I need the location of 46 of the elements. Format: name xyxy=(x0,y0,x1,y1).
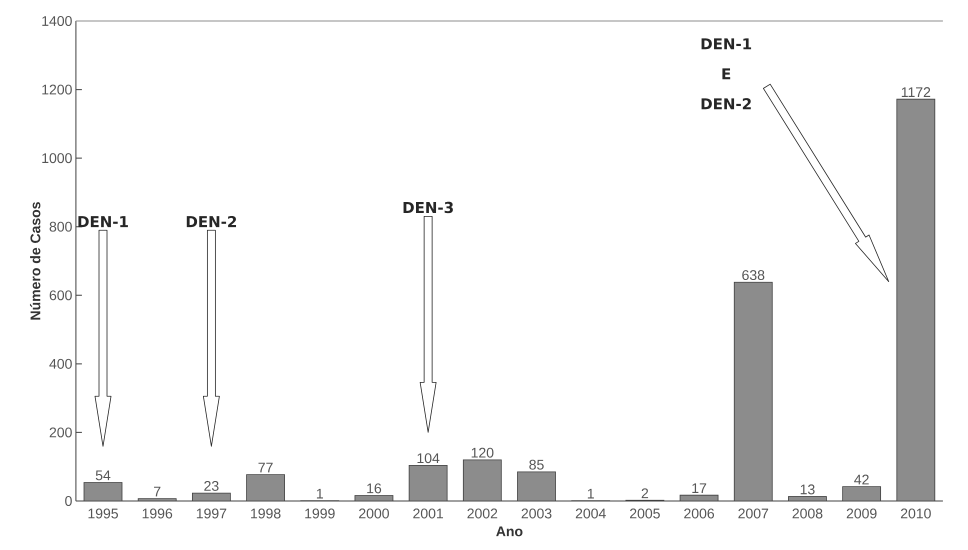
data-label: 638 xyxy=(742,270,764,280)
data-label: 1 xyxy=(588,488,594,498)
annotation: DEN-3 xyxy=(404,202,453,214)
x-axis-title: Ano xyxy=(496,526,522,536)
y-tick-label: 400 xyxy=(49,358,72,369)
x-tick-label: 2008 xyxy=(792,508,822,518)
x-tick-label: 2009 xyxy=(846,508,877,518)
data-label: 77 xyxy=(258,462,273,472)
x-tick-label: 2005 xyxy=(630,508,660,518)
data-label: 16 xyxy=(367,483,382,494)
annotation: DEN-2 xyxy=(186,216,236,228)
data-label: 1 xyxy=(316,488,323,498)
x-tick-label: 2006 xyxy=(684,508,714,518)
data-label: 13 xyxy=(800,484,815,494)
x-tick-label: 1997 xyxy=(196,508,226,518)
x-tick-label: 1999 xyxy=(305,508,335,518)
y-tick-label: 1400 xyxy=(42,16,72,26)
y-tick-label: 800 xyxy=(50,222,72,232)
x-tick-label: 1995 xyxy=(88,508,118,518)
data-label: 2 xyxy=(642,488,648,498)
y-tick-label: 1200 xyxy=(42,84,72,95)
x-tick-label: 2001 xyxy=(413,508,444,518)
data-label: 42 xyxy=(854,474,869,484)
y-tick-label: 0 xyxy=(65,496,72,506)
y-tick-label: 200 xyxy=(50,427,72,438)
x-tick-label: 2002 xyxy=(467,508,498,518)
data-label: 54 xyxy=(96,470,110,480)
data-label: 23 xyxy=(204,480,219,491)
data-label: 104 xyxy=(418,453,440,464)
text: DEN-1 E DEN-2 xyxy=(702,38,752,110)
x-tick-label: 2000 xyxy=(359,508,389,518)
data-label: 17 xyxy=(692,483,706,493)
x-tick-label: 2007 xyxy=(738,508,768,518)
annotation: DEN-1 xyxy=(78,216,128,228)
data-label: 7 xyxy=(154,486,160,496)
x-tick-label: 2010 xyxy=(900,508,931,518)
x-tick-label: 2004 xyxy=(576,508,606,518)
y-axis-title: Número de Casos xyxy=(30,202,40,320)
x-tick-label: 1998 xyxy=(251,508,281,518)
data-label: 120 xyxy=(472,448,494,458)
y-tick-label: 600 xyxy=(50,290,72,300)
y-tick-label: 1000 xyxy=(42,153,72,164)
data-label: 1172 xyxy=(902,87,930,97)
data-label: 85 xyxy=(529,460,544,470)
x-tick-label: 1996 xyxy=(142,508,172,518)
x-tick-label: 2003 xyxy=(522,508,552,518)
